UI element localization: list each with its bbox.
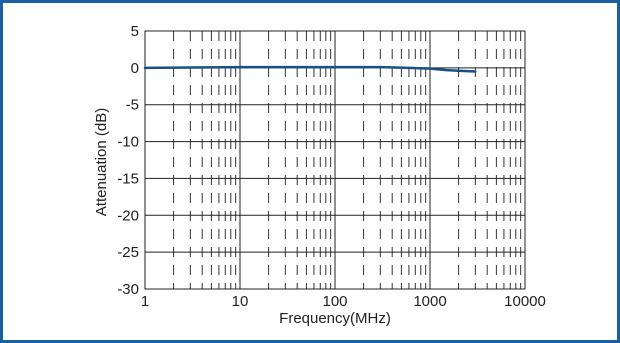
series-point <box>334 66 336 68</box>
series-point <box>144 67 146 69</box>
y-tick-label: 5 <box>131 23 139 40</box>
x-tick-labels: 1 10 100 1000 10000 <box>141 293 546 310</box>
x-axis-title: Frequency(MHz) <box>279 310 391 327</box>
x-tick-label: 10000 <box>504 293 546 310</box>
series-point <box>457 70 460 72</box>
series-point <box>429 67 431 70</box>
series-layer <box>143 65 477 73</box>
series-point <box>408 67 410 69</box>
series-point <box>474 70 476 73</box>
y-tick-label: -25 <box>117 244 139 261</box>
series-point <box>239 66 241 68</box>
y-tick-label: -30 <box>117 281 139 298</box>
y-tick-labels: 5 0 -5 -10 -15 -20 -25 -30 <box>117 23 139 298</box>
series-point <box>446 69 448 71</box>
y-tick-label: -15 <box>117 170 139 187</box>
x-tick-label: 100 <box>322 293 347 310</box>
x-tick-label: 1000 <box>413 293 446 310</box>
series-point <box>379 66 381 68</box>
y-tick-label: 0 <box>131 60 139 77</box>
x-tick-label: 1 <box>141 293 149 310</box>
y-axis-title: Attenuation (dB) <box>93 108 110 216</box>
y-tick-label: -10 <box>117 134 139 151</box>
x-tick-label: 10 <box>232 293 249 310</box>
y-tick-label: -20 <box>117 207 139 224</box>
y-tick-label: -5 <box>126 97 139 114</box>
minor-grid <box>173 31 522 289</box>
plot-border <box>144 30 526 290</box>
